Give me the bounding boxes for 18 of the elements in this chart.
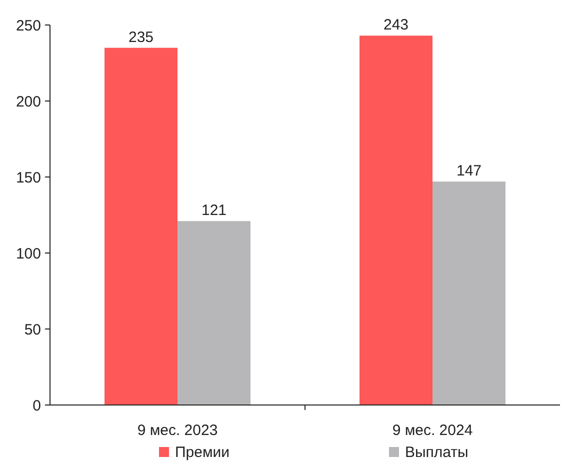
y-tick-label: 100 xyxy=(16,245,41,262)
y-tick-label: 150 xyxy=(16,169,41,186)
x-tick-label: 9 мес. 2023 xyxy=(137,422,218,439)
data-label: 121 xyxy=(201,202,227,220)
y-tick-label: 200 xyxy=(16,93,41,110)
bar xyxy=(360,36,432,405)
legend-label: Премии xyxy=(175,444,230,461)
y-tick-label: 0 xyxy=(32,397,41,414)
y-tick-label: 50 xyxy=(24,321,41,338)
y-tick-label: 250 xyxy=(16,17,41,34)
data-label: 243 xyxy=(383,16,409,34)
data-label: 147 xyxy=(456,162,482,180)
bar xyxy=(104,48,178,405)
x-tick-label: 9 мес. 2024 xyxy=(392,422,473,439)
bar xyxy=(178,221,250,405)
data-label: 235 xyxy=(128,28,154,46)
legend-label: Выплаты xyxy=(405,444,468,461)
bar xyxy=(432,182,506,405)
